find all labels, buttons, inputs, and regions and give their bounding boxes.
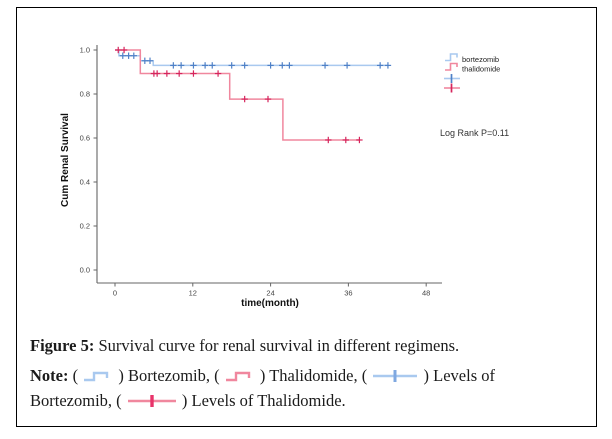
y-tick-label: 0.2 — [80, 222, 90, 231]
figure-title-text: Survival curve for renal survival in dif… — [94, 336, 460, 355]
x-tick-label: 24 — [266, 289, 274, 298]
x-axis-title: time(month) — [241, 298, 299, 309]
figure-note-line: Note: ( ) Bortezomib, ( ) Thalidomide, (… — [30, 363, 586, 413]
note-text: ( — [68, 366, 83, 385]
bortezomib-censor-icon — [373, 370, 418, 382]
x-tick-label: 48 — [422, 289, 430, 298]
y-tick-label: 0.4 — [80, 178, 90, 187]
note-text: Bortezomib, ( — [30, 391, 126, 410]
figure-title-line: Figure 5: Survival curve for renal survi… — [30, 333, 586, 358]
x-tick-label: 36 — [344, 289, 352, 298]
figure-caption: Figure 5: Survival curve for renal survi… — [30, 333, 586, 413]
y-tick-label: 0.0 — [80, 266, 90, 275]
note-label: Note: — [30, 366, 69, 385]
chart-legend: bortezomib thalidomide — [444, 53, 500, 93]
note-text: ) Levels of — [419, 366, 495, 385]
thalidomide-survival-curve — [115, 49, 361, 141]
plot-area: 0.0 0.2 0.4 0.6 0.8 1.0 0 12 24 36 48 — [80, 46, 431, 298]
x-tick-label: 0 — [113, 289, 117, 298]
figure-border — [16, 7, 597, 427]
legend-label-bortezomib: bortezomib — [462, 55, 499, 64]
y-tick-label: 1.0 — [80, 46, 90, 55]
note-text: ) Levels of Thalidomide. — [177, 391, 346, 410]
log-rank-annotation: Log Rank P=0.11 — [440, 128, 509, 138]
note-text: ) Bortezomib, ( — [114, 366, 224, 385]
survival-chart: 0.0 0.2 0.4 0.6 0.8 1.0 0 12 24 36 48 Cum Renal Su… — [60, 45, 509, 309]
y-tick-label: 0.8 — [80, 90, 90, 99]
thalidomide-censor-icon — [127, 395, 176, 407]
legend-label-thalidomide: thalidomide — [462, 65, 500, 74]
y-tick-label: 0.6 — [80, 134, 90, 143]
y-axis-title: Cum Renal Survival — [60, 113, 71, 207]
bortezomib-step-icon — [84, 371, 109, 382]
thalidomide-step-icon — [445, 62, 458, 71]
thalidomide-step-icon — [225, 371, 250, 382]
figure-number-label: Figure 5: — [30, 336, 95, 355]
bortezomib-censor-icon — [444, 74, 460, 83]
thalidomide-censor-icon — [444, 83, 460, 93]
note-text: ) Thalidomide, ( — [255, 366, 372, 385]
x-tick-label: 12 — [189, 289, 197, 298]
bortezomib-step-icon — [445, 53, 458, 62]
